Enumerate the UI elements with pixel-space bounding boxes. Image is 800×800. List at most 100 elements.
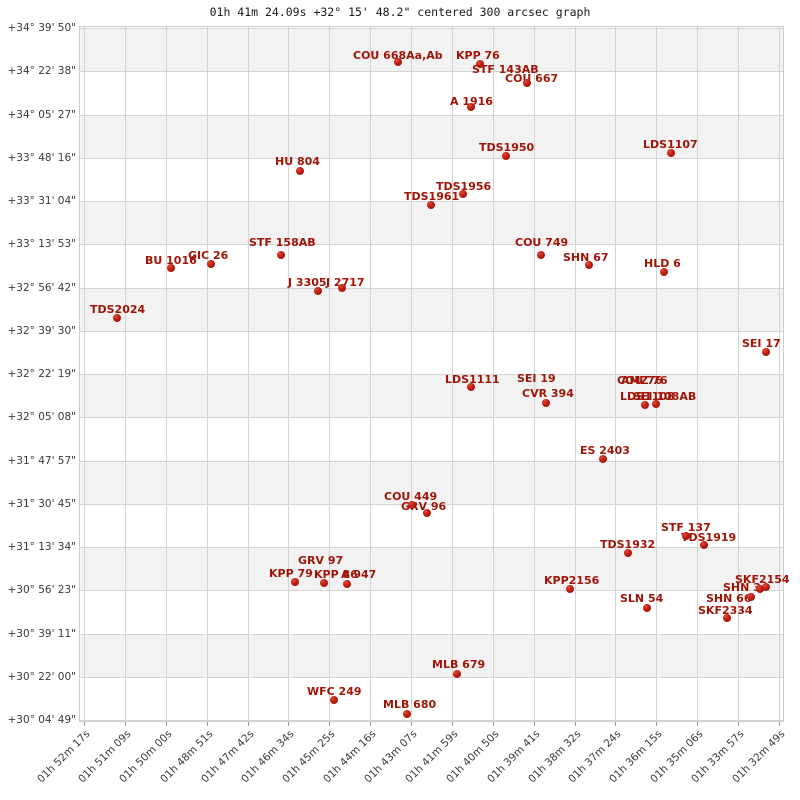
star-label: TDS1932 — [600, 538, 656, 551]
star-label: MLB 679 — [432, 658, 486, 671]
star-label: STF 137 — [661, 521, 711, 534]
gridline-horizontal — [79, 676, 784, 678]
plot-band — [79, 374, 784, 418]
star-label: LDS1107 — [643, 138, 698, 151]
x-axis-tick — [697, 722, 699, 726]
star-marker[interactable] — [682, 532, 690, 540]
star-marker[interactable] — [747, 593, 755, 601]
x-axis-tick — [615, 722, 617, 726]
star-marker[interactable] — [167, 264, 175, 272]
y-axis-tick-label: +30° 56' 23" — [7, 584, 76, 597]
star-label: SKF2334 — [698, 604, 753, 617]
star-marker[interactable] — [296, 167, 304, 175]
star-marker[interactable] — [762, 348, 770, 356]
plot-band — [79, 547, 784, 591]
star-marker[interactable] — [277, 251, 285, 259]
gridline-vertical — [247, 26, 249, 722]
star-marker[interactable] — [330, 696, 338, 704]
star-marker[interactable] — [542, 399, 550, 407]
star-marker[interactable] — [700, 541, 708, 549]
x-axis-tick — [84, 722, 85, 726]
star-marker[interactable] — [314, 287, 322, 295]
star-label: HLD 6 — [644, 257, 681, 270]
star-marker[interactable] — [652, 400, 660, 408]
gridline-vertical — [206, 26, 208, 722]
star-marker[interactable] — [207, 260, 215, 268]
star-marker[interactable] — [423, 509, 431, 517]
gridline-horizontal — [79, 590, 784, 592]
y-axis-tick-label: +30° 22' 00" — [7, 670, 76, 683]
star-marker[interactable] — [453, 670, 461, 678]
star-marker[interactable] — [585, 261, 593, 269]
x-axis-tick — [370, 722, 372, 726]
x-axis-tick — [165, 722, 167, 726]
y-axis-tick-label: +34° 05' 27" — [7, 108, 76, 121]
y-axis-tick-label: +34° 22' 38" — [7, 65, 76, 78]
star-marker[interactable] — [667, 149, 675, 157]
star-marker[interactable] — [660, 268, 668, 276]
star-label: BU 1016 — [145, 254, 197, 267]
y-axis-tick-label: +34° 39' 50" — [7, 22, 76, 34]
star-marker[interactable] — [756, 585, 764, 593]
gridline-vertical — [533, 26, 535, 722]
plot-area[interactable] — [79, 26, 784, 722]
plot-band — [79, 28, 784, 72]
star-marker[interactable] — [476, 60, 484, 68]
star-marker[interactable] — [467, 383, 475, 391]
star-label: TDS1956 — [436, 180, 492, 193]
star-marker[interactable] — [291, 578, 299, 586]
star-marker[interactable] — [459, 190, 467, 198]
star-marker[interactable] — [394, 58, 402, 66]
star-label: CVR 394 — [522, 387, 574, 400]
star-marker[interactable] — [320, 579, 328, 587]
star-label: TDS1919 — [681, 531, 737, 544]
x-axis-tick — [492, 722, 494, 726]
star-marker[interactable] — [343, 580, 351, 588]
gridline-vertical — [165, 26, 167, 722]
gridline-vertical — [329, 26, 331, 722]
x-axis-tick — [206, 722, 208, 726]
x-axis-tick — [451, 722, 453, 726]
star-label: LDS1111 — [445, 373, 500, 386]
gridline-horizontal — [79, 157, 784, 159]
y-axis-tick-label: +31° 47' 57" — [7, 454, 76, 467]
star-label: LDS1108 — [620, 390, 675, 403]
star-marker[interactable] — [113, 314, 121, 322]
star-marker[interactable] — [523, 79, 531, 87]
star-marker[interactable] — [427, 201, 435, 209]
gridline-horizontal — [79, 287, 784, 289]
star-label: KPP 79 — [269, 567, 313, 580]
x-axis-tick — [574, 722, 576, 726]
star-marker[interactable] — [762, 583, 770, 591]
gridline-horizontal — [79, 547, 784, 548]
gridline-vertical — [288, 26, 290, 722]
star-marker[interactable] — [408, 501, 416, 509]
star-marker[interactable] — [338, 284, 346, 292]
star-marker[interactable] — [599, 455, 607, 463]
star-marker[interactable] — [723, 614, 731, 622]
star-marker[interactable] — [566, 585, 574, 593]
star-marker[interactable] — [641, 401, 649, 409]
star-label: ES 2403 — [580, 444, 630, 457]
x-axis-tick — [124, 722, 126, 726]
y-axis-tick-label: +30° 04' 49" — [7, 714, 76, 726]
star-marker[interactable] — [624, 549, 632, 557]
y-axis-tick-label: +32° 39' 30" — [7, 324, 76, 337]
gridline-vertical — [492, 26, 494, 722]
y-axis-tick-label: +33° 48' 16" — [7, 151, 76, 164]
plot-band — [79, 633, 784, 677]
star-marker[interactable] — [537, 251, 545, 259]
star-label: SLN 54 — [620, 592, 664, 605]
gridline-horizontal — [79, 503, 784, 505]
gridline-horizontal — [79, 374, 784, 375]
star-marker[interactable] — [467, 103, 475, 111]
star-marker[interactable] — [403, 710, 411, 718]
star-label: J 3305 — [288, 276, 327, 289]
star-marker[interactable] — [643, 604, 651, 612]
gridline-horizontal — [79, 114, 784, 116]
star-label: SHN 66 — [706, 592, 752, 605]
x-axis-tick — [656, 722, 658, 726]
star-marker[interactable] — [502, 152, 510, 160]
chart-title: 01h 41m 24.09s +32° 15' 48.2" centered 3… — [209, 5, 591, 19]
gridline-horizontal — [79, 460, 784, 462]
